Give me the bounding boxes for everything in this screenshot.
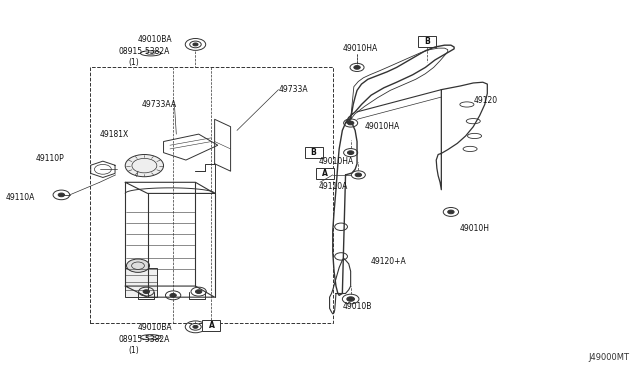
Text: 08915-5382A: 08915-5382A	[119, 47, 170, 56]
Text: 08915-5382A: 08915-5382A	[119, 335, 170, 344]
Polygon shape	[125, 267, 157, 297]
FancyBboxPatch shape	[305, 147, 323, 158]
Text: 49010HA: 49010HA	[319, 157, 354, 166]
Text: 49110A: 49110A	[319, 182, 348, 190]
Circle shape	[195, 290, 202, 294]
Text: 49181X: 49181X	[100, 129, 129, 139]
Text: 49110P: 49110P	[36, 154, 65, 163]
Text: 49120+A: 49120+A	[371, 257, 407, 266]
Text: 49010HA: 49010HA	[365, 122, 400, 131]
Text: J49000MT: J49000MT	[589, 353, 630, 362]
Text: 49010B: 49010B	[342, 302, 372, 311]
Circle shape	[127, 259, 150, 272]
Circle shape	[448, 210, 454, 214]
Circle shape	[355, 173, 362, 177]
Circle shape	[193, 326, 198, 328]
Circle shape	[354, 65, 360, 69]
Text: 49120: 49120	[473, 96, 497, 105]
Circle shape	[170, 294, 176, 297]
Circle shape	[125, 154, 164, 177]
Circle shape	[143, 290, 150, 294]
Circle shape	[348, 151, 354, 154]
Text: 49733AA: 49733AA	[141, 100, 176, 109]
Text: 49010HA: 49010HA	[342, 44, 378, 53]
FancyBboxPatch shape	[419, 36, 436, 46]
Circle shape	[58, 193, 65, 197]
Text: 49110A: 49110A	[6, 193, 35, 202]
Text: A: A	[322, 169, 328, 178]
Circle shape	[193, 43, 198, 46]
Text: (1): (1)	[129, 346, 139, 355]
Text: 49010BA: 49010BA	[138, 35, 173, 44]
FancyBboxPatch shape	[316, 168, 334, 179]
Text: 49010H: 49010H	[460, 224, 489, 233]
Text: A: A	[209, 321, 214, 330]
Text: 49010BA: 49010BA	[138, 323, 173, 332]
Circle shape	[348, 121, 354, 125]
Circle shape	[347, 297, 355, 301]
Text: B: B	[424, 36, 430, 46]
Text: B: B	[311, 148, 317, 157]
Text: (1): (1)	[129, 58, 139, 67]
Text: 49733A: 49733A	[278, 85, 308, 94]
Bar	[90, 67, 333, 323]
FancyBboxPatch shape	[202, 320, 220, 331]
